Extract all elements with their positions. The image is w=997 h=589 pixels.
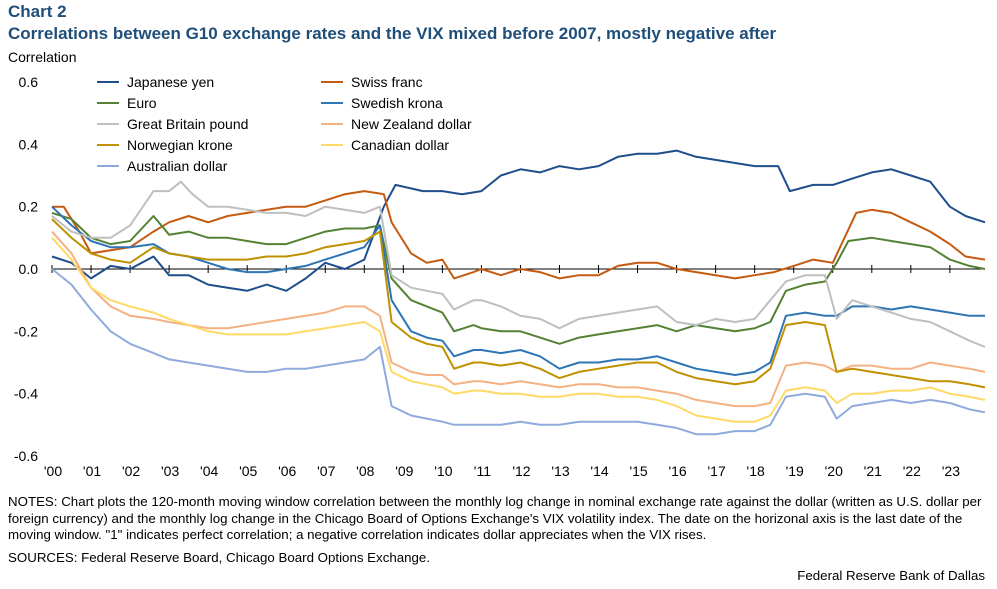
legend-item: Japanese yen — [97, 74, 214, 90]
legend-label: Swedish krona — [351, 95, 443, 111]
x-tick-label: '02 — [122, 463, 140, 479]
x-tick-label: '16 — [668, 463, 686, 479]
x-tick-label: '05 — [239, 463, 257, 479]
legend-item: Norwegian krone — [97, 137, 233, 153]
y-tick-label: -0.4 — [14, 386, 38, 402]
x-tick-label: '11 — [474, 463, 491, 479]
x-tick-label: '14 — [590, 463, 608, 479]
legend-item: Canadian dollar — [321, 137, 449, 153]
legend-label: Norwegian krone — [127, 137, 233, 153]
x-tick-label: '19 — [786, 463, 804, 479]
y-tick-label: -0.6 — [14, 448, 38, 464]
legend-label: Euro — [127, 95, 157, 111]
series-line-swiss-franc — [52, 190, 986, 280]
x-tick-label: '09 — [395, 463, 413, 479]
x-tick-label: '15 — [629, 463, 647, 479]
legend-item: Australian dollar — [97, 158, 228, 174]
legend-label: Japanese yen — [127, 74, 214, 90]
line-chart: 0.6 0.4 0.2 0.0 -0.2 -0.4 -0.6 '00 '01 '02 '03 '04 '… — [14, 74, 986, 479]
series-line-canadian-dollar — [51, 237, 986, 423]
legend-item: Swedish krona — [321, 95, 443, 111]
x-tick-label: '01 — [83, 463, 101, 479]
series-line-new-zealand-dollar — [51, 230, 986, 408]
x-tick-label: '21 — [864, 463, 882, 479]
y-axis-units-label: Correlation — [8, 49, 77, 65]
y-tick-label: 0.0 — [19, 261, 39, 277]
x-tick-label: '17 — [708, 463, 726, 479]
legend-label: Great Britain pound — [127, 116, 248, 132]
legend-label: Australian dollar — [127, 158, 228, 174]
x-tick-label: '06 — [278, 463, 296, 479]
series-line-great-britain-pound — [51, 180, 986, 348]
chart-notes: NOTES: Chart plots the 120-month moving … — [8, 494, 988, 544]
chart-label: Chart 2 — [8, 2, 67, 21]
publisher-credit: Federal Reserve Bank of Dallas — [797, 568, 985, 583]
y-tick-label: 0.4 — [19, 136, 39, 152]
legend-item: Swiss franc — [321, 74, 423, 90]
legend-label: Swiss franc — [351, 74, 423, 90]
series-line-japanese-yen — [51, 149, 986, 292]
x-tick-label: '08 — [356, 463, 374, 479]
legend-item: New Zealand dollar — [321, 116, 472, 132]
y-tick-label: 0.6 — [19, 74, 39, 90]
series-line-norwegian-krone — [51, 218, 986, 389]
x-tick-label: '23 — [942, 463, 960, 479]
legend-item: Euro — [97, 95, 157, 111]
x-tick-label: '10 — [434, 463, 452, 479]
x-tick-label: '12 — [512, 463, 530, 479]
x-tick-label: '18 — [747, 463, 765, 479]
x-tick-label: '22 — [903, 463, 921, 479]
legend-item: Great Britain pound — [97, 116, 248, 132]
series-line-australian-dollar — [51, 268, 986, 436]
x-tick-label: '03 — [161, 463, 179, 479]
x-tick-label: '07 — [317, 463, 335, 479]
chart-axes: 0.6 0.4 0.2 0.0 -0.2 -0.4 -0.6 '00 '01 '02 '03 '04 '… — [14, 74, 985, 479]
chart-series — [51, 149, 986, 436]
x-tick-label: '20 — [825, 463, 843, 479]
chart-title: Correlations between G10 exchange rates … — [8, 24, 777, 43]
legend-label: Canadian dollar — [351, 137, 449, 153]
y-tick-label: -0.2 — [14, 323, 38, 339]
notes-text: NOTES: Chart plots the 120-month moving … — [8, 494, 982, 543]
y-tick-label: 0.2 — [19, 199, 39, 215]
chart-sources: SOURCES: Federal Reserve Board, Chicago … — [8, 550, 431, 565]
legend-label: New Zealand dollar — [351, 116, 472, 132]
x-tick-label: '04 — [200, 463, 218, 479]
chart-legend: Japanese yen Swiss franc Euro Swedish krona… — [97, 74, 472, 174]
x-tick-label: '13 — [551, 463, 569, 479]
x-tick-label: '00 — [44, 463, 62, 479]
series-line-euro — [51, 211, 986, 345]
series-line-swedish-krona — [51, 205, 985, 376]
